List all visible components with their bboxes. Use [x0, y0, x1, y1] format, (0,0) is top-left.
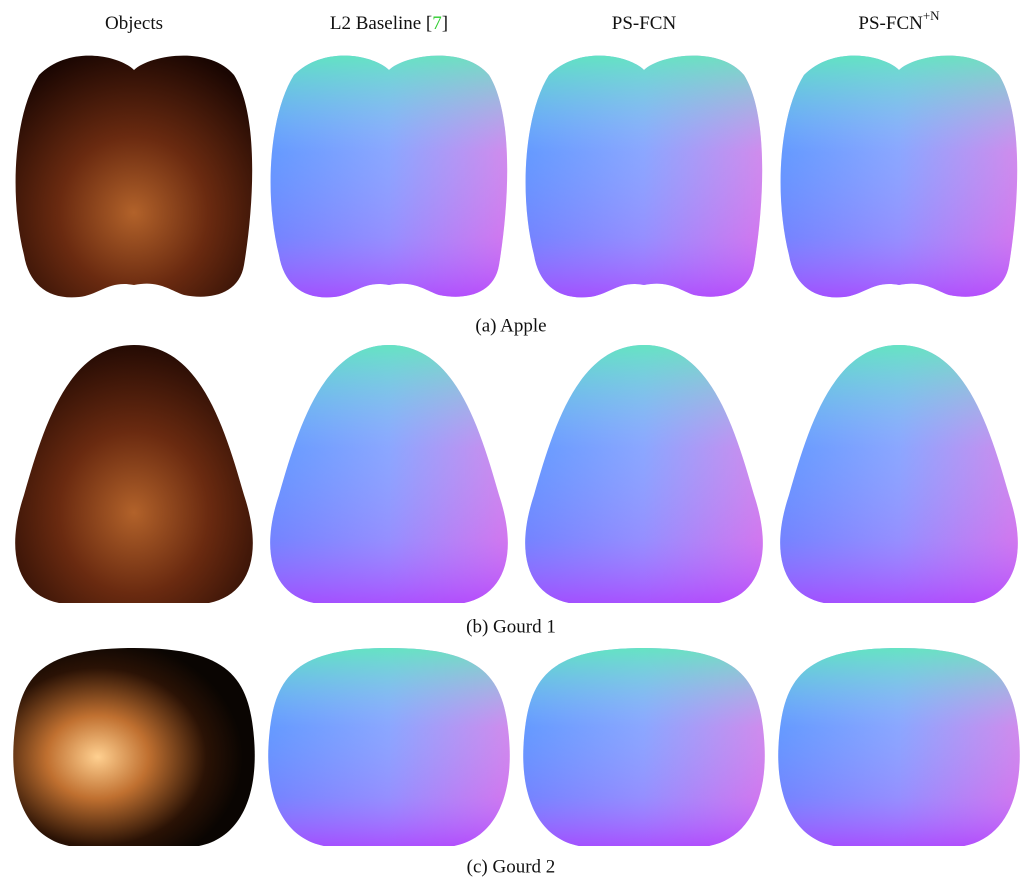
- column-header: Objects: [105, 13, 163, 34]
- normal-map-shading: [778, 648, 1020, 846]
- image-cell: [270, 345, 508, 603]
- header-text: L2 Baseline [: [330, 13, 432, 34]
- header-text: ]: [442, 13, 448, 34]
- image-cell: [778, 648, 1020, 846]
- object-photo: [13, 648, 255, 846]
- row-caption: (b) Gourd 1: [466, 616, 556, 637]
- column-header: PS-FCN+N: [858, 8, 940, 34]
- header-text: PS-FCN: [612, 13, 677, 34]
- normal-map-shading: [523, 648, 765, 846]
- image-cell: [268, 648, 510, 846]
- object-photo: [15, 345, 253, 603]
- image-cell: [15, 55, 253, 298]
- image-cell: [13, 648, 255, 846]
- image-grid: [13, 55, 1020, 846]
- image-cell: [525, 55, 763, 298]
- object-photo: [15, 55, 253, 298]
- normal-map-shading: [780, 55, 1018, 298]
- header-text: Objects: [105, 13, 163, 34]
- row-caption: (c) Gourd 2: [467, 856, 556, 877]
- citation: 7: [432, 13, 442, 34]
- row-caption: (a) Apple: [475, 315, 546, 336]
- normal-map-shading: [525, 55, 763, 298]
- column-header: PS-FCN: [612, 13, 677, 34]
- column-header: L2 Baseline [7]: [330, 13, 448, 34]
- image-cell: [525, 345, 763, 603]
- normal-map-shading: [270, 55, 508, 298]
- normal-map-shading: [270, 345, 508, 603]
- normal-map-shading: [525, 345, 763, 603]
- header-text: PS-FCN: [858, 13, 923, 34]
- image-cell: [270, 55, 508, 298]
- normal-map-shading: [268, 648, 510, 846]
- image-cell: [523, 648, 765, 846]
- superscript: +N: [923, 8, 940, 23]
- normal-map-shading: [780, 345, 1018, 603]
- image-cell: [780, 345, 1018, 603]
- image-cell: [780, 55, 1018, 298]
- image-cell: [15, 345, 253, 603]
